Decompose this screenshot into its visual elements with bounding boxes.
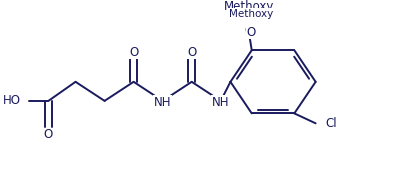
Text: Methoxy: Methoxy [224,0,274,13]
Text: O: O [187,45,196,58]
Text: O: O [246,25,255,38]
Text: HO: HO [3,94,21,107]
Text: O: O [244,24,254,37]
Text: NH: NH [154,96,171,109]
Text: Methoxy: Methoxy [229,9,273,19]
Text: O: O [44,128,53,141]
Text: O: O [129,45,138,58]
Text: NH: NH [212,96,229,109]
Text: Cl: Cl [325,117,337,130]
